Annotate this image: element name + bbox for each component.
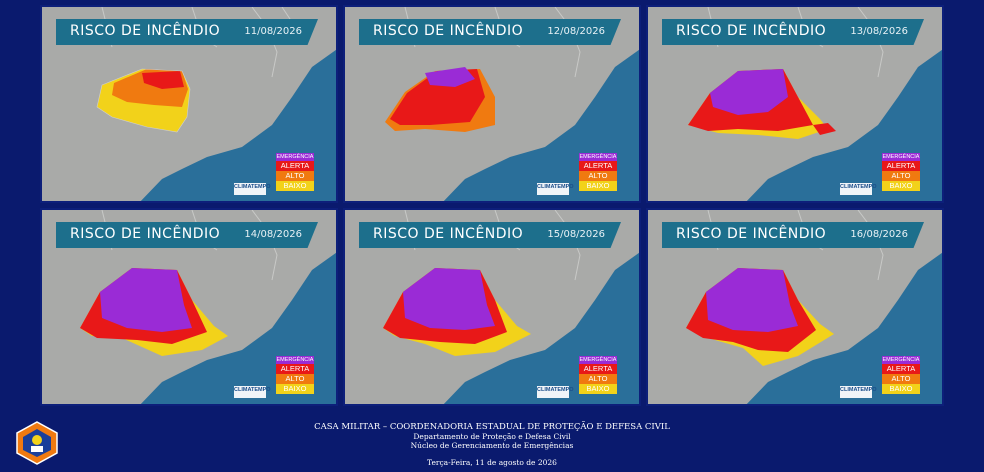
legend-alto: ALTO [276, 374, 314, 384]
footer-nucleus: Núcleo de Gerenciamento de Emergências [410, 441, 574, 450]
climatempo-logo: CLIMATEMPO [840, 386, 877, 398]
defesa-civil-emblem [16, 421, 58, 465]
legend-baixo: BAIXO [276, 384, 314, 394]
panel-title: RISCO DE INCÊNDIO [373, 23, 524, 39]
legend-baixo: BAIXO [882, 181, 920, 191]
legend-alerta: ALERTA [882, 161, 920, 171]
legend-alto: ALTO [579, 171, 617, 181]
map-panel-5: RISCO DE INCÊNDIO 15/08/2026 EMERGÊNCIA … [343, 208, 641, 406]
legend-alerta: ALERTA [882, 364, 920, 374]
panel-date: 13/08/2026 [850, 26, 908, 37]
risk-legend: EMERGÊNCIA ALERTA ALTO BAIXO [579, 356, 617, 394]
map-panel-4: RISCO DE INCÊNDIO 14/08/2026 EMERGÊNCIA … [40, 208, 338, 406]
panel-header: RISCO DE INCÊNDIO 16/08/2026 [662, 222, 924, 248]
map-svg [42, 7, 336, 201]
legend-baixo: BAIXO [276, 181, 314, 191]
map-panel-6: RISCO DE INCÊNDIO 16/08/2026 EMERGÊNCIA … [646, 208, 944, 406]
panel-title: RISCO DE INCÊNDIO [70, 23, 221, 39]
panel-date: 15/08/2026 [547, 229, 605, 240]
map-svg [648, 210, 942, 404]
legend-emergencia: EMERGÊNCIA [276, 153, 314, 161]
panel-header: RISCO DE INCÊNDIO 13/08/2026 [662, 19, 924, 45]
panel-date: 11/08/2026 [244, 26, 302, 37]
map-svg [345, 210, 639, 404]
legend-alerta: ALERTA [579, 161, 617, 171]
climatempo-logo: CLIMATEMPO [537, 183, 574, 195]
legend-alerta: ALERTA [276, 364, 314, 374]
legend-alto: ALTO [882, 374, 920, 384]
map-panel-2: RISCO DE INCÊNDIO 12/08/2026 EMERGÊNCIA … [343, 5, 641, 203]
panel-header: RISCO DE INCÊNDIO 14/08/2026 [56, 222, 318, 248]
panel-date: 14/08/2026 [244, 229, 302, 240]
climatempo-logo: CLIMATEMPO [840, 183, 877, 195]
legend-alto: ALTO [579, 374, 617, 384]
panel-title: RISCO DE INCÊNDIO [70, 226, 221, 242]
map-panel-3: RISCO DE INCÊNDIO 13/08/2026 EMERGÊNCIA … [646, 5, 944, 203]
climatempo-logo: CLIMATEMPO [234, 183, 271, 195]
risk-legend: EMERGÊNCIA ALERTA ALTO BAIXO [882, 153, 920, 191]
panel-header: RISCO DE INCÊNDIO 12/08/2026 [359, 19, 621, 45]
legend-baixo: BAIXO [882, 384, 920, 394]
legend-alerta: ALERTA [276, 161, 314, 171]
risk-legend: EMERGÊNCIA ALERTA ALTO BAIXO [882, 356, 920, 394]
footer: CASA MILITAR – COORDENADORIA ESTADUAL DE… [0, 422, 984, 467]
panel-date: 16/08/2026 [850, 229, 908, 240]
legend-emergencia: EMERGÊNCIA [579, 356, 617, 364]
panel-header: RISCO DE INCÊNDIO 11/08/2026 [56, 19, 318, 45]
risk-legend: EMERGÊNCIA ALERTA ALTO BAIXO [276, 153, 314, 191]
risk-legend: EMERGÊNCIA ALERTA ALTO BAIXO [276, 356, 314, 394]
panel-header: RISCO DE INCÊNDIO 15/08/2026 [359, 222, 621, 248]
legend-alto: ALTO [882, 171, 920, 181]
footer-agency: CASA MILITAR – COORDENADORIA ESTADUAL DE… [314, 422, 670, 432]
legend-emergencia: EMERGÊNCIA [882, 153, 920, 161]
legend-emergencia: EMERGÊNCIA [579, 153, 617, 161]
map-svg [42, 210, 336, 404]
footer-department: Departamento de Proteção e Defesa Civil [413, 432, 571, 441]
panel-title: RISCO DE INCÊNDIO [676, 23, 827, 39]
legend-baixo: BAIXO [579, 384, 617, 394]
panel-title: RISCO DE INCÊNDIO [676, 226, 827, 242]
climatempo-logo: CLIMATEMPO [234, 386, 271, 398]
risk-legend: EMERGÊNCIA ALERTA ALTO BAIXO [579, 153, 617, 191]
climatempo-logo: CLIMATEMPO [537, 386, 574, 398]
legend-alto: ALTO [276, 171, 314, 181]
map-panel-1: RISCO DE INCÊNDIO 11/08/2026 EMERGÊNCIA … [40, 5, 338, 203]
legend-alerta: ALERTA [579, 364, 617, 374]
legend-emergencia: EMERGÊNCIA [276, 356, 314, 364]
panel-date: 12/08/2026 [547, 26, 605, 37]
legend-emergencia: EMERGÊNCIA [882, 356, 920, 364]
panel-title: RISCO DE INCÊNDIO [373, 226, 524, 242]
forecast-grid: RISCO DE INCÊNDIO 11/08/2026 EMERGÊNCIA … [40, 5, 944, 407]
legend-baixo: BAIXO [579, 181, 617, 191]
map-svg [648, 7, 942, 201]
footer-date: Terça-Feira, 11 de agosto de 2026 [427, 458, 557, 467]
